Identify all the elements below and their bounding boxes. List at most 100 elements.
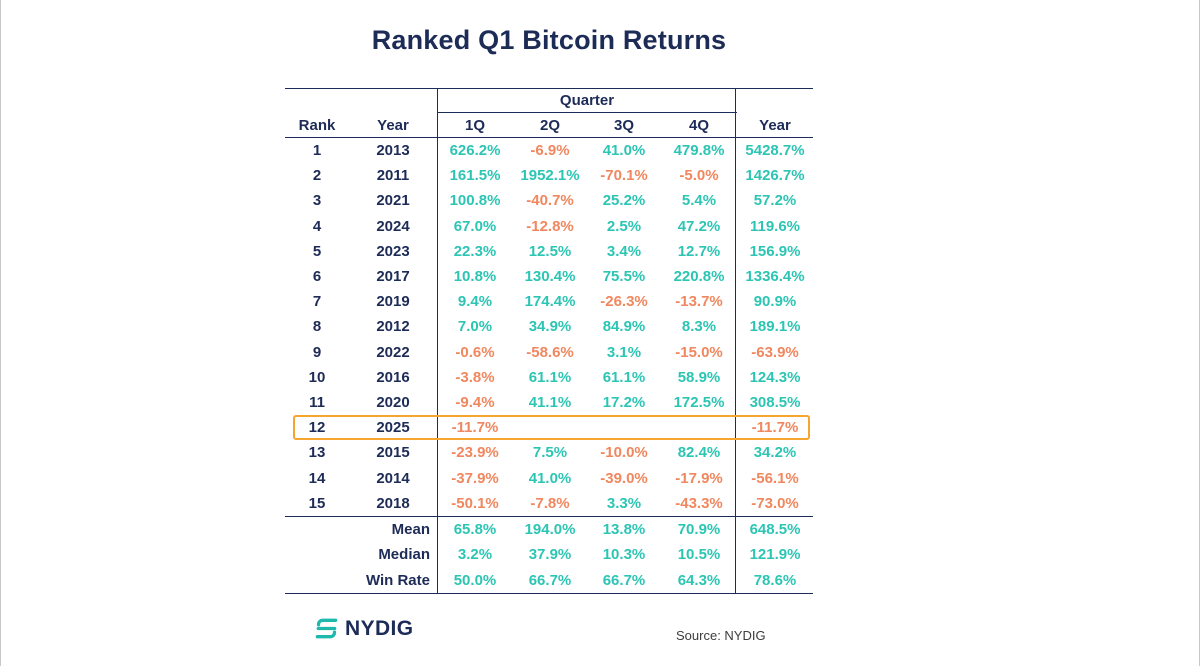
value-cell: 57.2% bbox=[753, 192, 797, 210]
value-cell: 308.5% bbox=[749, 393, 801, 411]
table-row: 2 2011 161.5% 1952.1% -70.1% -5.0% 1426.7% bbox=[285, 163, 813, 188]
summary-value-cell: 50.0% bbox=[453, 571, 497, 589]
summary-row: Mean 65.8% 194.0% 13.8% 70.9% 648.5% bbox=[285, 517, 813, 542]
rank-cell: 7 bbox=[312, 293, 322, 311]
header-3q: 3Q bbox=[613, 116, 634, 134]
rank-cell: 12 bbox=[308, 419, 326, 437]
value-cell: 75.5% bbox=[602, 268, 646, 286]
value-cell: 130.4% bbox=[524, 268, 576, 286]
value-cell: 34.9% bbox=[528, 318, 572, 336]
table-row: 13 2015 -23.9% 7.5% -10.0% 82.4% 34.2% bbox=[285, 440, 813, 465]
table-body: 1 2013 626.2% -6.9% 41.0% 479.8% 5428.7% 2 2011 1… bbox=[285, 138, 813, 516]
value-cell: 34.2% bbox=[753, 444, 797, 462]
value-cell: 5428.7% bbox=[745, 142, 805, 160]
value-cell: 1426.7% bbox=[745, 167, 805, 185]
value-cell: 84.9% bbox=[602, 318, 646, 336]
rank-cell: 13 bbox=[308, 444, 326, 462]
rank-cell: 2 bbox=[312, 167, 322, 185]
value-cell: 161.5% bbox=[449, 167, 501, 185]
nydig-logo-text: NYDIG bbox=[345, 616, 414, 640]
rank-cell: 3 bbox=[312, 192, 322, 210]
rank-cell: 11 bbox=[309, 393, 325, 411]
value-cell: -17.9% bbox=[675, 469, 723, 487]
source-attribution: Source: NYDIG bbox=[676, 628, 766, 643]
page-title: Ranked Q1 Bitcoin Returns bbox=[371, 25, 727, 55]
value-cell: -43.3% bbox=[675, 494, 723, 512]
value-cell: -6.9% bbox=[530, 142, 570, 160]
left-edge-line bbox=[0, 0, 1, 666]
summary-block: Mean 65.8% 194.0% 13.8% 70.9% 648.5% Median 3.2… bbox=[285, 515, 813, 594]
value-cell: 2.5% bbox=[606, 217, 642, 235]
value-cell: 3.4% bbox=[606, 242, 642, 260]
year-cell: 2012 bbox=[376, 318, 410, 336]
value-cell: 7.5% bbox=[532, 444, 568, 462]
year-cell: 2019 bbox=[376, 293, 410, 311]
summary-row: Median 3.2% 37.9% 10.3% 10.5% 121.9% bbox=[285, 542, 813, 567]
value-cell: -63.9% bbox=[751, 343, 799, 361]
quarter-group-header-row: Quarter bbox=[285, 89, 813, 113]
year-cell: 2020 bbox=[376, 393, 410, 411]
header-1q: 1Q bbox=[464, 116, 485, 134]
value-cell: 156.9% bbox=[749, 242, 801, 260]
value-cell: -12.8% bbox=[526, 217, 574, 235]
value-cell: 41.1% bbox=[528, 393, 572, 411]
value-cell: -39.0% bbox=[600, 469, 648, 487]
table-row: 4 2024 67.0% -12.8% 2.5% 47.2% 119.6% bbox=[285, 214, 813, 239]
value-cell: 25.2% bbox=[602, 192, 646, 210]
value-cell: -37.9% bbox=[451, 469, 499, 487]
header-4q: 4Q bbox=[688, 116, 709, 134]
value-cell: 10.8% bbox=[453, 268, 497, 286]
value-cell: 61.1% bbox=[528, 368, 572, 386]
quarter-group-label: Quarter bbox=[437, 89, 737, 113]
rank-cell: 8 bbox=[312, 318, 322, 336]
table-row: 9 2022 -0.6% -58.6% 3.1% -15.0% -63.9% bbox=[285, 340, 813, 365]
value-cell: 626.2% bbox=[449, 142, 501, 160]
year-cell: 2024 bbox=[376, 217, 410, 235]
summary-value-cell: 78.6% bbox=[753, 571, 797, 589]
value-cell: 90.9% bbox=[753, 293, 797, 311]
year-cell: 2014 bbox=[376, 469, 410, 487]
summary-label: Median bbox=[378, 546, 430, 564]
table-row: 12 2025 -11.7% -11.7% bbox=[285, 415, 813, 441]
value-cell: 17.2% bbox=[602, 393, 646, 411]
value-cell: -50.1% bbox=[451, 494, 499, 512]
value-cell: 1336.4% bbox=[745, 268, 805, 286]
value-cell: 22.3% bbox=[453, 242, 497, 260]
value-cell: -40.7% bbox=[526, 192, 574, 210]
rank-cell: 9 bbox=[312, 343, 322, 361]
value-cell: -56.1% bbox=[751, 469, 799, 487]
value-cell: 220.8% bbox=[673, 268, 725, 286]
summary-label: Win Rate bbox=[365, 571, 430, 589]
rank-cell: 5 bbox=[312, 242, 322, 260]
value-cell: 82.4% bbox=[677, 444, 721, 462]
value-cell: 58.9% bbox=[677, 368, 721, 386]
value-cell: 174.4% bbox=[524, 293, 576, 311]
summary-value-cell: 65.8% bbox=[453, 520, 497, 538]
year-cell: 2017 bbox=[376, 268, 410, 286]
table-header-row: Rank Year 1Q 2Q 3Q 4Q Year bbox=[285, 113, 813, 138]
value-cell: -26.3% bbox=[600, 293, 648, 311]
value-cell: -9.4% bbox=[455, 393, 495, 411]
table-vertical-divider-left bbox=[437, 89, 438, 594]
value-cell: -73.0% bbox=[751, 494, 799, 512]
table-row: 1 2013 626.2% -6.9% 41.0% 479.8% 5428.7% bbox=[285, 138, 813, 163]
year-cell: 2023 bbox=[376, 242, 410, 260]
rank-cell: 10 bbox=[308, 368, 326, 386]
table-row: 10 2016 -3.8% 61.1% 61.1% 58.9% 124.3% bbox=[285, 365, 813, 390]
value-cell: 47.2% bbox=[677, 217, 721, 235]
table-row: 15 2018 -50.1% -7.8% 3.3% -43.3% -73.0% bbox=[285, 491, 813, 516]
year-cell: 2018 bbox=[376, 494, 410, 512]
summary-value-cell: 66.7% bbox=[528, 571, 572, 589]
summary-label: Mean bbox=[391, 520, 430, 538]
header-year-total: Year bbox=[759, 116, 791, 134]
value-cell: 7.0% bbox=[457, 318, 493, 336]
nydig-logo: NYDIG bbox=[313, 615, 414, 642]
value-cell: -13.7% bbox=[675, 293, 723, 311]
year-cell: 2025 bbox=[376, 419, 410, 437]
value-cell: 172.5% bbox=[673, 393, 725, 411]
value-cell: 12.5% bbox=[528, 242, 572, 260]
value-cell: -70.1% bbox=[600, 167, 648, 185]
summary-value-cell: 70.9% bbox=[677, 520, 721, 538]
table-row: 6 2017 10.8% 130.4% 75.5% 220.8% 1336.4% bbox=[285, 264, 813, 289]
value-cell: 124.3% bbox=[749, 368, 801, 386]
